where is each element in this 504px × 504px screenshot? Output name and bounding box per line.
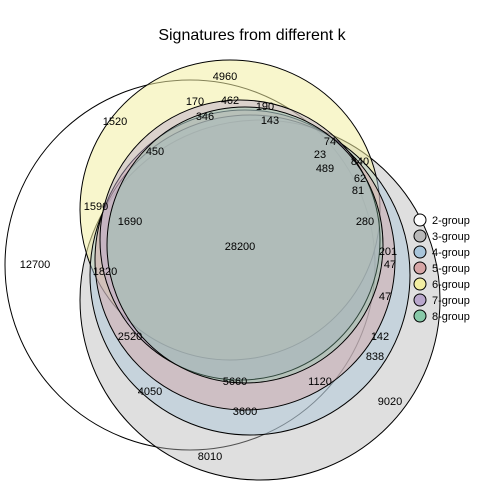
- value-label: 9020: [378, 396, 402, 408]
- value-label: 1520: [103, 116, 127, 128]
- value-label: 201: [379, 246, 397, 258]
- value-label: 3600: [233, 406, 257, 418]
- value-label: 1590: [84, 201, 108, 213]
- value-label: 838: [366, 351, 384, 363]
- legend-swatch: [414, 246, 426, 258]
- value-label: 346: [196, 111, 214, 123]
- value-label: 1820: [93, 266, 117, 278]
- value-label: 81: [352, 185, 364, 197]
- value-label: 450: [146, 146, 164, 158]
- legend-label: 6-group: [432, 279, 470, 291]
- value-label: 62: [354, 173, 366, 185]
- value-label: 280: [356, 216, 374, 228]
- legend-label: 5-group: [432, 263, 470, 275]
- legend-swatch: [414, 294, 426, 306]
- chart-title: Signatures from different k: [158, 27, 346, 44]
- legend-label: 8-group: [432, 311, 470, 323]
- legend-swatch: [414, 310, 426, 322]
- value-label: 74: [324, 136, 336, 148]
- value-label: 12700: [20, 259, 51, 271]
- value-label: 8010: [198, 451, 222, 463]
- legend-label: 4-group: [432, 247, 470, 259]
- value-label: 23: [314, 149, 326, 161]
- legend-swatch: [414, 262, 426, 274]
- value-label: 840: [351, 156, 369, 168]
- venn-diagram: Signatures from different k 12700 1520 496…: [0, 0, 504, 504]
- value-label: 489: [316, 163, 334, 175]
- value-label: 143: [261, 115, 279, 127]
- value-label: 1690: [118, 216, 142, 228]
- legend-label: 7-group: [432, 295, 470, 307]
- value-label: 2520: [118, 331, 142, 343]
- legend-label: 3-group: [432, 231, 470, 243]
- value-label: 1120: [308, 376, 332, 388]
- value-label: 170: [186, 96, 204, 108]
- value-label: 47: [379, 291, 391, 303]
- value-label: 4960: [213, 71, 237, 83]
- venn-circles: [5, 60, 440, 480]
- value-label: 5660: [223, 376, 247, 388]
- value-label: 190: [256, 101, 274, 113]
- legend-label: 2-group: [432, 215, 470, 227]
- value-label: 47: [384, 259, 396, 271]
- legend-swatch: [414, 278, 426, 290]
- legend-swatch: [414, 230, 426, 242]
- value-label: 142: [371, 331, 389, 343]
- value-label: 462: [221, 95, 239, 107]
- value-label: 4050: [138, 386, 162, 398]
- legend-swatch: [414, 214, 426, 226]
- value-label: 28200: [225, 241, 256, 253]
